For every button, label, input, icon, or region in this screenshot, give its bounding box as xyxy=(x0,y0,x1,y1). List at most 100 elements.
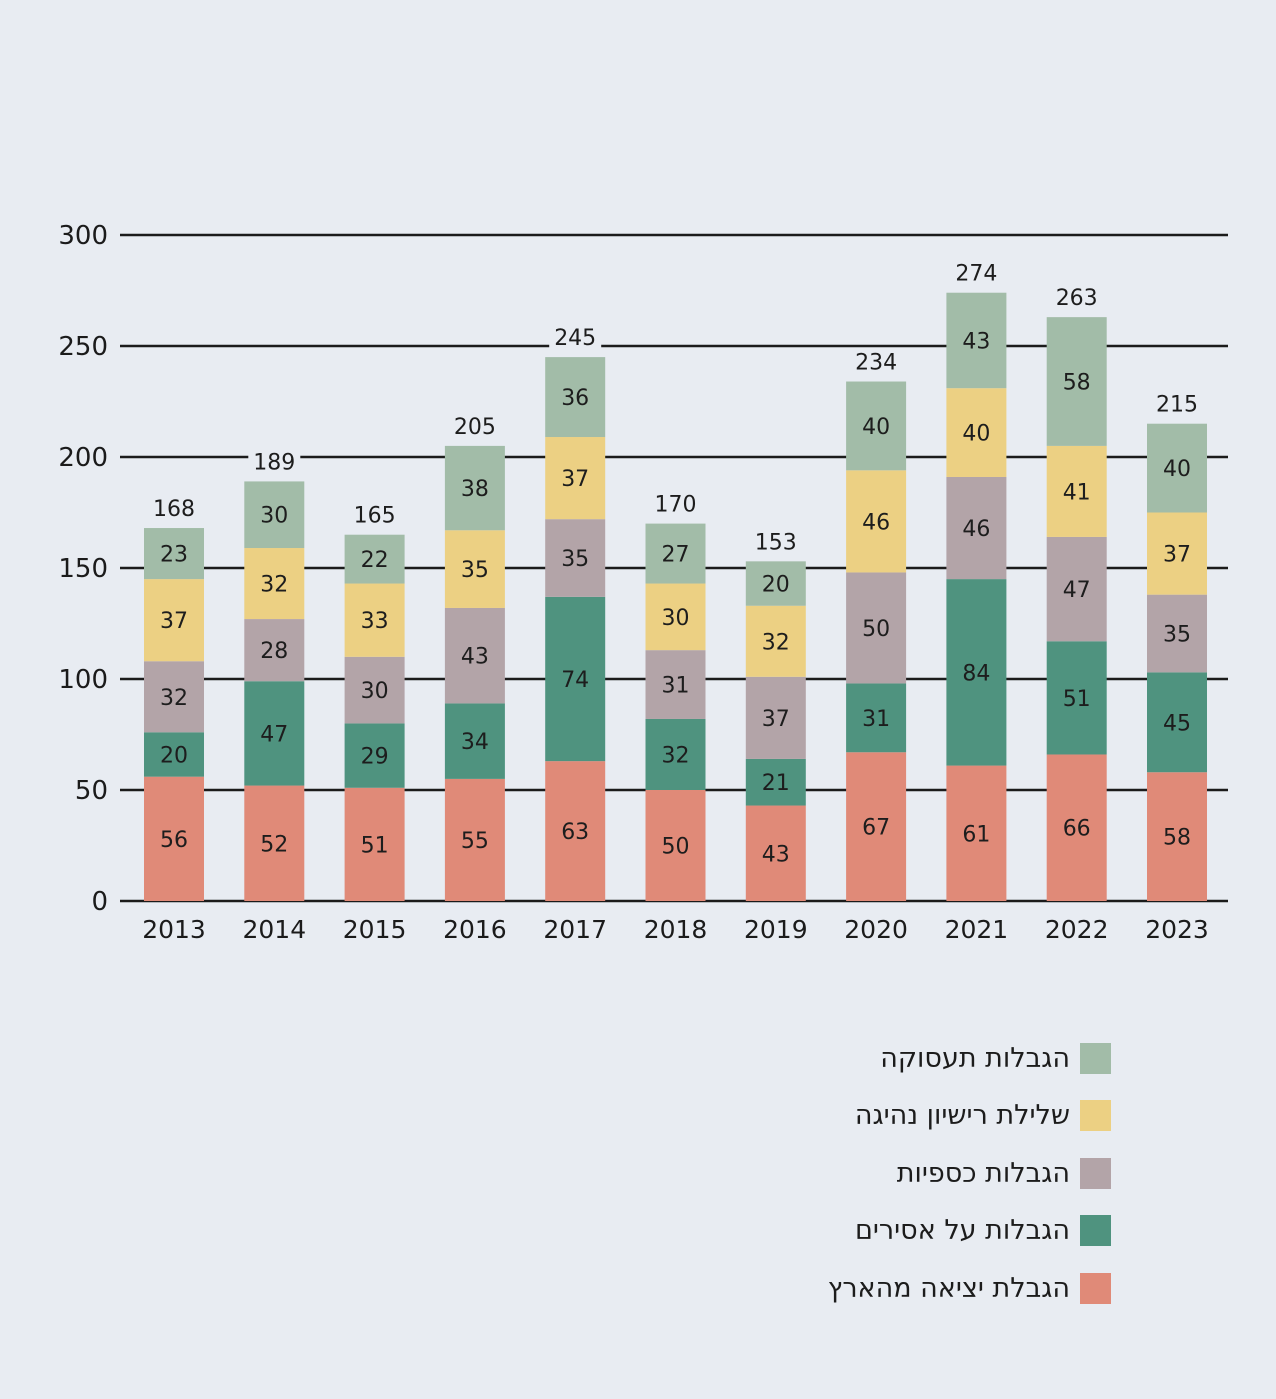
y-axis-ticks: 0 50 100 150 200 250 300 xyxy=(58,221,108,917)
segment-value-label: 43 xyxy=(762,842,790,867)
segment-value-label: 58 xyxy=(1063,371,1091,396)
x-tick-label: 2019 xyxy=(744,915,808,944)
x-tick-label: 2020 xyxy=(844,915,908,944)
bar-stack-2023: 58 45 35 37 40 215 xyxy=(1147,389,1207,901)
total-label-bg xyxy=(1050,283,1103,312)
bar-segment xyxy=(1147,594,1207,673)
legend-item-financial: הגבלות כספיות xyxy=(828,1157,1111,1189)
legend-label: הגבלות כספיות xyxy=(896,1157,1070,1189)
total-label-bg xyxy=(850,347,903,376)
segment-value-label: 20 xyxy=(160,743,188,768)
bar-segment xyxy=(244,481,305,549)
stacked-bar-chart: 0 50 100 150 200 250 300 56 20 32 37 23 168 52 47 28 32… xyxy=(58,221,1228,944)
y-tick-label: 200 xyxy=(58,443,108,473)
total-value-label: 165 xyxy=(354,504,396,529)
segment-value-label: 45 xyxy=(1163,711,1191,736)
bar-segment xyxy=(946,388,1007,477)
bar-segment xyxy=(946,579,1007,766)
segment-value-label: 28 xyxy=(260,639,288,664)
bar-stack-2020: 67 31 50 46 40 234 xyxy=(846,347,907,901)
legend-item-employment: הגבלות תעסוקה xyxy=(828,1042,1111,1074)
bar-segment xyxy=(545,357,606,438)
bar-segment xyxy=(745,676,806,759)
segment-value-label: 32 xyxy=(260,573,288,598)
total-label-bg xyxy=(950,258,1003,287)
legend-item-prisoners: הגבלות על אסירים xyxy=(828,1215,1111,1247)
segment-value-label: 32 xyxy=(160,686,188,711)
bar-segment xyxy=(745,605,806,677)
segment-value-label: 58 xyxy=(1163,826,1191,851)
bar-segment xyxy=(1147,772,1207,901)
bar-segment xyxy=(144,579,204,662)
total-value-label: 189 xyxy=(253,450,295,475)
bar-stack-2017: 63 74 35 37 36 245 xyxy=(545,323,606,901)
x-tick-label: 2016 xyxy=(443,915,507,944)
segment-value-label: 21 xyxy=(762,771,790,796)
y-tick-label: 150 xyxy=(58,554,108,584)
bar-stack-2014: 52 47 28 32 30 189 xyxy=(244,447,305,901)
bar-segment xyxy=(144,732,204,777)
legend-swatch xyxy=(1080,1157,1111,1189)
total-label-bg xyxy=(348,500,401,529)
total-label-bg xyxy=(749,527,802,556)
bar-segment xyxy=(645,583,706,651)
legend-swatch xyxy=(1080,1272,1111,1304)
segment-value-label: 61 xyxy=(962,822,990,847)
segment-value-label: 40 xyxy=(1163,457,1191,482)
bar-segment xyxy=(846,572,907,684)
segment-value-label: 66 xyxy=(1063,817,1091,842)
x-tick-label: 2022 xyxy=(1045,915,1109,944)
total-value-label: 263 xyxy=(1056,286,1098,311)
bar-segment xyxy=(444,703,505,779)
bar-segment xyxy=(745,561,806,606)
bar-stack-2019: 43 21 37 32 20 153 xyxy=(745,527,806,901)
segment-value-label: 37 xyxy=(160,609,188,634)
segment-value-label: 43 xyxy=(962,329,990,354)
bar-segment xyxy=(745,758,806,806)
y-tick-label: 100 xyxy=(58,665,108,695)
bar-stack-2021: 61 84 46 40 43 274 xyxy=(946,258,1007,901)
bar-segment xyxy=(1147,512,1207,595)
bar-segment xyxy=(1046,754,1107,901)
x-tick-label: 2021 xyxy=(945,915,1009,944)
bar-segment xyxy=(244,785,305,901)
total-label-bg xyxy=(1151,389,1203,418)
total-value-label: 205 xyxy=(454,415,496,440)
bar-segment xyxy=(344,534,405,584)
bar-segment xyxy=(1046,536,1107,642)
segment-value-label: 35 xyxy=(561,547,589,572)
legend-swatch xyxy=(1080,1215,1111,1246)
segment-value-label: 36 xyxy=(561,386,589,411)
segment-value-label: 23 xyxy=(160,543,188,568)
y-tick-label: 300 xyxy=(58,221,108,251)
segment-value-label: 33 xyxy=(361,609,389,634)
bar-segment xyxy=(244,681,305,786)
bar-segment xyxy=(846,683,907,753)
segment-value-label: 41 xyxy=(1063,480,1091,505)
total-value-label: 215 xyxy=(1156,393,1198,418)
total-value-label: 245 xyxy=(554,326,596,351)
bar-segment xyxy=(444,607,505,704)
total-label-bg xyxy=(649,489,702,518)
legend-label: הגבלות תעסוקה xyxy=(880,1042,1070,1074)
bar-segment xyxy=(645,718,706,790)
segment-value-label: 46 xyxy=(962,517,990,542)
segment-value-label: 32 xyxy=(762,630,790,655)
bar-segment xyxy=(1046,317,1107,446)
bar-segment xyxy=(144,776,204,901)
legend-label: הגבלות על אסירים xyxy=(854,1215,1070,1246)
total-value-label: 234 xyxy=(855,351,897,376)
bar-segment xyxy=(545,596,606,762)
bar-segment xyxy=(144,661,204,733)
bar-stack-2013: 56 20 32 37 23 168 xyxy=(144,494,204,901)
bar-segment xyxy=(1046,641,1107,755)
bar-segment xyxy=(645,790,706,901)
segment-value-label: 27 xyxy=(662,543,690,568)
bar-segment xyxy=(946,476,1007,580)
segment-value-label: 32 xyxy=(662,743,690,768)
segment-value-label: 30 xyxy=(361,679,389,704)
total-value-label: 153 xyxy=(755,530,797,555)
bar-segment xyxy=(645,650,706,719)
segment-value-label: 67 xyxy=(862,816,890,841)
segment-value-label: 50 xyxy=(662,835,690,860)
